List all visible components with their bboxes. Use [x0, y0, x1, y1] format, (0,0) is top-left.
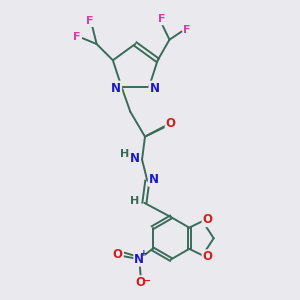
Text: N: N: [111, 82, 121, 94]
Text: F: F: [158, 14, 166, 24]
Text: F: F: [86, 16, 94, 26]
Text: N: N: [134, 253, 144, 266]
Text: N: N: [149, 82, 159, 94]
Text: O: O: [166, 117, 176, 130]
Text: O: O: [113, 248, 123, 261]
Text: O: O: [136, 276, 146, 289]
Text: +: +: [140, 249, 148, 258]
Text: O: O: [202, 250, 212, 263]
Text: H: H: [120, 149, 129, 159]
Text: F: F: [183, 25, 191, 35]
Text: N: N: [130, 152, 140, 165]
Text: N: N: [149, 173, 159, 186]
Text: H: H: [130, 196, 140, 206]
Text: O: O: [202, 213, 212, 226]
Text: F: F: [74, 32, 81, 42]
Text: −: −: [142, 276, 151, 286]
